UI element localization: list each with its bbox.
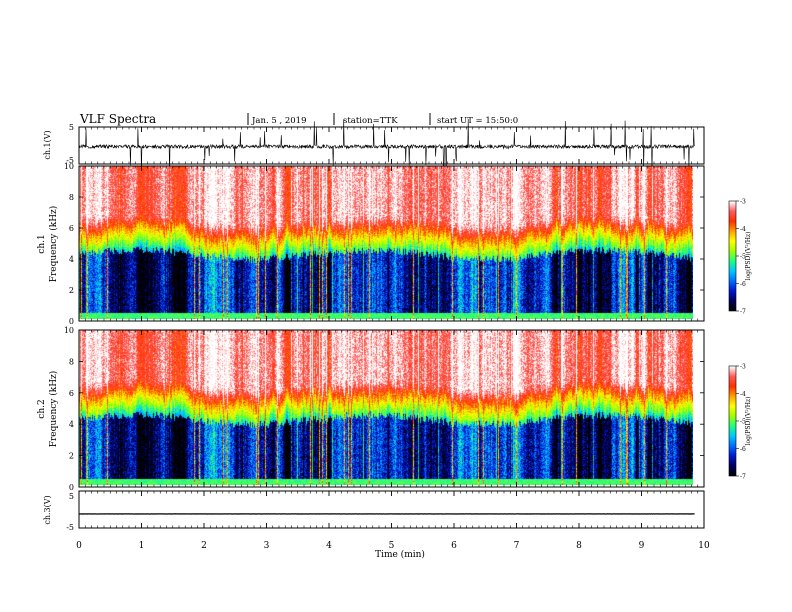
frequency-tick-label: 2 <box>69 452 74 461</box>
time-tick-label: 2 <box>201 541 207 551</box>
waveform-line <box>78 118 695 178</box>
date-label: Jan. 5 , 2019 <box>251 116 307 126</box>
ch1-colorbar-image <box>729 201 736 311</box>
time-tick-label: 7 <box>514 541 520 551</box>
time-axis-ticks <box>78 127 705 528</box>
time-tick-label: 5 <box>389 541 395 551</box>
time-tick-label: 1 <box>139 541 145 551</box>
frequency-tick-label: 0 <box>69 317 74 326</box>
ch1-colorbar-ticks: -3 -4 -5 -6 -7 <box>736 199 746 316</box>
ch2-yticks: 0 2 4 6 8 10 <box>64 326 704 492</box>
ch1-ytick-bottom: -5 <box>66 156 74 165</box>
frequency-tick-label: 2 <box>69 286 74 295</box>
colorbar-tick-label: -3 <box>740 364 746 371</box>
time-tick-label: 8 <box>576 541 582 551</box>
frequency-tick-label: 8 <box>69 357 74 366</box>
time-tick-label: 6 <box>451 541 457 551</box>
ch3-waveform-panel: 5 -5 ch.3(V) <box>43 490 705 532</box>
time-tick-label: 3 <box>264 541 270 551</box>
ch1-spectrogram-image <box>79 166 693 319</box>
colorbar-tick-label: -4 <box>740 226 746 233</box>
colorbar-tick-label: -7 <box>740 309 746 316</box>
ch3-ytick-top: 5 <box>69 492 74 501</box>
ch2-colorbar-image <box>729 366 736 476</box>
ch1-colorbar-label: log(PSD)(V²/Hz) <box>745 232 752 281</box>
colorbar-tick-label: -4 <box>740 391 746 398</box>
ch2-colorbar-ticks: -3 -4 -5 -6 -7 <box>736 364 746 481</box>
frequency-tick-label: 6 <box>69 389 74 398</box>
ch2-colorbar-label: log(PSD)(V²/Hz) <box>745 397 752 446</box>
ch1-waveform-trace <box>78 118 695 178</box>
figure-title: VLF Spectra <box>79 112 156 126</box>
colorbar-tick-label: -3 <box>740 199 746 206</box>
ch2-spectrogram-image <box>79 330 693 485</box>
colorbar-tick-label: -6 <box>740 281 746 288</box>
frequency-tick-label: 4 <box>69 255 74 264</box>
ch1-ytick-top: 5 <box>69 123 74 132</box>
frequency-tick-label: 8 <box>69 193 74 202</box>
frequency-tick-label: 10 <box>64 162 74 171</box>
ch1-yticks: 0 2 4 6 8 10 <box>64 162 704 326</box>
ch3-waveform-frame <box>78 490 705 529</box>
station-label: station=TTK <box>343 116 398 126</box>
colorbar-tick-label: -7 <box>740 474 746 481</box>
frequency-tick-label: 6 <box>69 224 74 233</box>
time-tick-label: 0 <box>76 541 82 551</box>
ch1-channel-label: ch.1 <box>37 234 47 253</box>
frequency-tick-label: 10 <box>64 326 74 335</box>
frequency-tick-label: 4 <box>69 420 74 429</box>
time-tick-label: 4 <box>326 541 332 551</box>
ch1-frequency-label: Frequency (kHz) <box>48 206 59 283</box>
start-time-label: start UT = 15:50:0 <box>437 116 518 126</box>
colorbar-tick-label: -6 <box>740 446 746 453</box>
colorbar-tick-label: -5 <box>740 419 746 426</box>
time-axis-tick-labels: 0 1 2 3 4 5 6 7 8 9 10 <box>76 541 710 551</box>
ch1-waveform-ylabel: ch.1(V) <box>43 130 52 159</box>
ch2-channel-label: ch.2 <box>37 399 47 418</box>
ch2-frequency-label: Frequency (kHz) <box>48 371 59 448</box>
ch3-waveform-ylabel: ch.3(V) <box>43 495 52 524</box>
time-tick-label: 9 <box>639 541 645 551</box>
frequency-tick-label: 0 <box>69 483 74 492</box>
time-axis-label: Time (min) <box>375 549 425 560</box>
colorbar-tick-label: -5 <box>740 254 746 261</box>
time-tick-label: 10 <box>698 541 710 551</box>
ch3-ytick-bottom: -5 <box>66 523 74 532</box>
